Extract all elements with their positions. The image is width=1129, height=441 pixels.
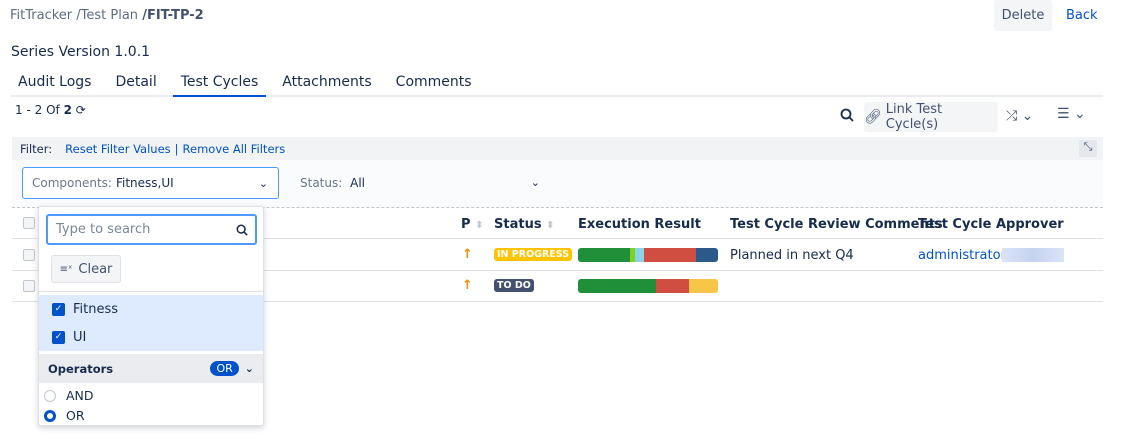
radio-and[interactable]: AND [44, 388, 94, 403]
reset-filter-values-link[interactable]: Reset Filter Values [65, 141, 171, 156]
checkbox-checked-icon[interactable]: ✓ [52, 330, 65, 344]
back-button[interactable]: Back [1066, 8, 1098, 23]
link-icon: 🔗︎ [864, 109, 882, 125]
execution-segment [643, 248, 696, 262]
chevron-down-icon: ⌄ [244, 362, 254, 375]
execution-segment [635, 248, 644, 262]
blurred-avatar [1002, 248, 1064, 262]
divider [12, 270, 1103, 271]
breadcrumb-project[interactable]: FitTracker [10, 8, 73, 23]
approver-link[interactable]: administrator [918, 248, 1006, 263]
delete-button[interactable]: Delete [994, 0, 1052, 31]
execution-result-bar [578, 279, 718, 293]
link-label: Link Test Cycle(s) [885, 102, 943, 132]
header-execution-result: Execution Result [578, 217, 701, 232]
checkbox-checked-icon[interactable]: ✓ [52, 302, 65, 316]
divider [12, 238, 1103, 239]
search-placeholder: Type to search [56, 222, 151, 237]
search-input[interactable]: Type to search [46, 214, 257, 245]
components-dropdown: Type to search ≡ˣ Clear ✓ Fitness ✓ UI O… [38, 206, 264, 426]
clear-label: Clear [78, 261, 113, 277]
pagination-count: 1 - 2 Of 2 ⟳ [15, 103, 86, 117]
collapse-icon[interactable]: ⤡ [1079, 140, 1097, 157]
components-filter[interactable]: Components: Fitness,UI ⌄ [22, 167, 279, 199]
breadcrumb-section[interactable]: /Test Plan [76, 8, 139, 23]
operators-header[interactable]: Operators OR ⌄ [39, 354, 263, 383]
header-priority[interactable]: P ⬍ [461, 217, 484, 232]
breadcrumb-current: /FIT-TP-2 [142, 8, 204, 23]
execution-segment [656, 279, 689, 293]
clear-button[interactable]: ≡ˣ Clear [51, 255, 121, 283]
priority-arrow-icon: ↑ [462, 278, 473, 293]
radio-label: OR [66, 408, 85, 423]
execution-segment [688, 279, 718, 293]
breadcrumb: FitTracker /Test Plan /FIT-TP-2 [10, 8, 204, 23]
search-icon [236, 224, 248, 236]
components-value: Fitness,UI [115, 176, 174, 190]
search-icon[interactable] [840, 108, 854, 122]
row-checkbox[interactable] [23, 280, 35, 292]
header-status[interactable]: Status ⬍ [494, 217, 555, 232]
components-label: Components: [32, 176, 112, 190]
priority-arrow-icon: ↑ [462, 247, 473, 262]
status-badge: TO DO [494, 279, 534, 292]
execution-segment [629, 248, 636, 262]
status-badge: IN PROGRESS [494, 248, 573, 261]
row-checkbox[interactable] [23, 249, 35, 261]
divider [12, 301, 1103, 302]
tab-test-cycles[interactable]: Test Cycles [172, 74, 267, 97]
range: 1 - 2 [15, 103, 43, 117]
chevron-down-icon: ⌄ [530, 176, 540, 189]
execution-result-bar [578, 248, 718, 262]
operator-badge: OR [210, 361, 239, 376]
clear-filter-icon: ≡ˣ [59, 263, 73, 275]
filter-lines-icon[interactable]: ☰ ⌄ [1057, 106, 1086, 122]
execution-segment [695, 248, 718, 262]
option-fitness[interactable]: ✓ Fitness [39, 295, 263, 323]
tab-detail[interactable]: Detail [115, 74, 157, 90]
operators-label: Operators [48, 361, 114, 376]
option-label: UI [73, 329, 87, 345]
remove-all-filters-link[interactable]: Remove All Filters [182, 141, 286, 156]
tab-bar: Audit Logs Detail Test Cycles Attachment… [10, 74, 1103, 97]
execution-segment [578, 248, 630, 262]
review-comment: Planned in next Q4 [730, 248, 854, 263]
header-review-comments: Test Cycle Review Comments [730, 217, 943, 232]
of: Of [46, 103, 60, 117]
separator: | [174, 141, 179, 156]
chevron-down-icon: ⌄ [258, 176, 268, 190]
tab-audit-logs[interactable]: Audit Logs [18, 74, 92, 90]
option-label: Fitness [73, 301, 119, 317]
select-all-checkbox[interactable] [23, 217, 35, 229]
refresh-icon[interactable]: ⟳ [75, 103, 86, 117]
tab-attachments[interactable]: Attachments [282, 74, 372, 90]
radio-selected-icon[interactable] [44, 409, 56, 422]
header-approver: Test Cycle Approver [918, 217, 1064, 232]
series-version: Series Version 1.0.1 [11, 44, 151, 60]
status-label: Status: [300, 176, 343, 190]
status-filter[interactable]: Status: All ⌄ [300, 176, 540, 190]
radio-icon[interactable] [44, 389, 56, 402]
total: 2 [63, 103, 72, 117]
execution-segment [578, 279, 657, 293]
status-value: All [350, 176, 365, 190]
option-ui[interactable]: ✓ UI [39, 323, 263, 351]
radio-or[interactable]: OR [44, 408, 85, 423]
link-test-cycles-button[interactable]: 🔗︎ Link Test Cycle(s) [864, 102, 998, 132]
filter-bar: Filter: Reset Filter Values | Remove All… [12, 137, 1103, 160]
filter-label: Filter: [20, 141, 53, 156]
tab-comments[interactable]: Comments [395, 74, 472, 90]
radio-label: AND [66, 388, 94, 403]
shuffle-icon[interactable]: ⤮ ⌄ [1006, 108, 1034, 124]
